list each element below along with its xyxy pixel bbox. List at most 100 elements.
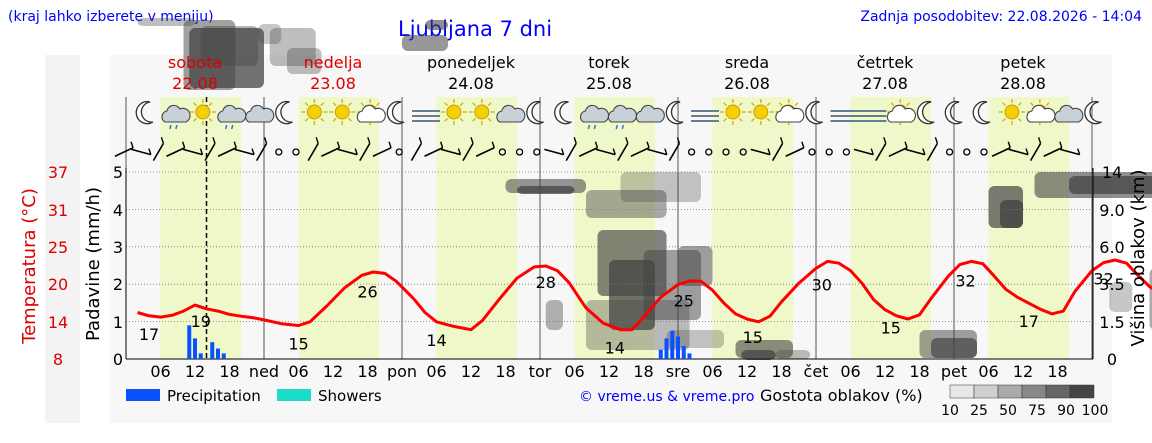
cloud-shape [886,104,917,123]
barb-shaft [424,147,444,157]
sun-ray [472,102,476,107]
sun-disc [725,104,741,120]
barb-flag [934,137,939,144]
rain-drop [615,124,619,130]
temperature-labels: 171915261428142515301532173221 [139,270,1114,358]
calm-marker [825,148,833,156]
barb-flag [263,137,268,144]
cloud-sun-icon [886,99,917,125]
barb-flag [336,141,341,148]
calm-marker [945,148,954,156]
sun-ray [738,102,743,107]
day-date: 24.08 [448,74,494,93]
hour-tick: 18 [219,362,239,381]
wind-barb-icon [410,137,423,162]
wind-barb-icon [771,137,784,162]
wind-barb-icon [963,148,971,156]
moon-shape [526,100,544,125]
day-abbr: pon [387,362,417,381]
precip-tick: 3 [113,238,123,257]
cloud-shape [635,104,665,123]
precip-bar [681,345,686,359]
temp-tick: 37 [48,163,68,182]
rain-drop [587,124,591,130]
barb-flag [148,148,152,155]
moon-icon [665,100,684,125]
calm-marker [842,148,851,156]
wind-barb-icon [166,141,186,157]
wind-barb-icon [630,141,650,157]
sun-ray [1045,102,1050,107]
calm-marker [498,148,507,156]
sun-ray [444,102,449,107]
barb-shaft [1060,148,1080,156]
wind-barb-icon [1029,137,1042,162]
wind-barb-icon [808,148,816,156]
sun-ray [459,117,464,122]
wind-barb-icon [595,148,616,156]
precip-bar [676,336,680,359]
temperature-curve [137,258,1152,332]
sun-ray [208,117,213,122]
temp-label: 30 [812,275,832,294]
precip-tick: 1 [113,313,123,332]
barb-shaft [372,147,392,157]
sun-ray [778,102,783,107]
barb-flag [904,141,908,148]
calm-marker [275,148,283,156]
cloud-patch [775,350,811,359]
sun-ray [1030,102,1034,107]
showers-swatch [277,389,311,401]
hour-tick: 12 [737,362,757,381]
wind-barb-icon [359,137,371,162]
barb-flag [1025,148,1029,155]
barb-shaft [307,142,319,162]
wind-barb-icon [722,148,730,156]
hour-tick: 18 [495,362,515,381]
wind-barb-icon [152,137,165,162]
sun-ray [444,117,449,122]
barb-shaft [905,148,926,156]
sun-ray [1002,102,1007,107]
wind-barb-icon [945,148,954,156]
sun-ray [360,102,365,107]
sun-icon [719,99,746,125]
sun-ray [766,102,771,107]
cloud-patch [189,28,264,88]
moon-shape [135,100,154,125]
wind-barb-icon [182,148,204,156]
sun-ray [193,117,197,122]
cloud-patch [287,48,322,74]
moon-icon [554,100,572,125]
precip-tick: 5 [113,163,123,182]
sun-ray [751,102,755,107]
sun-ray [348,102,353,107]
barb-flag [1059,141,1063,148]
sun-disc [306,104,322,120]
barb-shaft [131,148,152,156]
barb-shaft [410,142,423,162]
barb-flag [233,141,237,148]
temp-label: 25 [674,292,694,311]
cloud-patch [425,20,448,30]
sun-ray [472,117,476,122]
wind-barb-icon [337,148,358,156]
region-hint[interactable]: (kraj lahko izberete v meniju) [8,9,214,25]
wind-barb-icon [905,148,926,156]
sun-disc [1004,104,1020,120]
barb-flag [491,141,495,148]
wind-barb-icon [1043,141,1063,157]
hour-tick: 12 [185,362,205,381]
precipitation-swatch [126,389,160,401]
moon-icon [916,100,935,125]
temp-tick: 31 [48,201,68,220]
credit-text: © vreme.us & vreme.pro [579,389,754,405]
sun-ray [320,102,325,107]
hour-tick: 06 [564,362,584,381]
sun-ray [751,117,755,122]
cloud-rain-icon [217,104,247,130]
barb-flag [560,148,565,155]
cloud-patch [137,18,195,26]
temp-label: 17 [1019,312,1039,331]
cloud-tick: 9.0 [1099,201,1124,220]
